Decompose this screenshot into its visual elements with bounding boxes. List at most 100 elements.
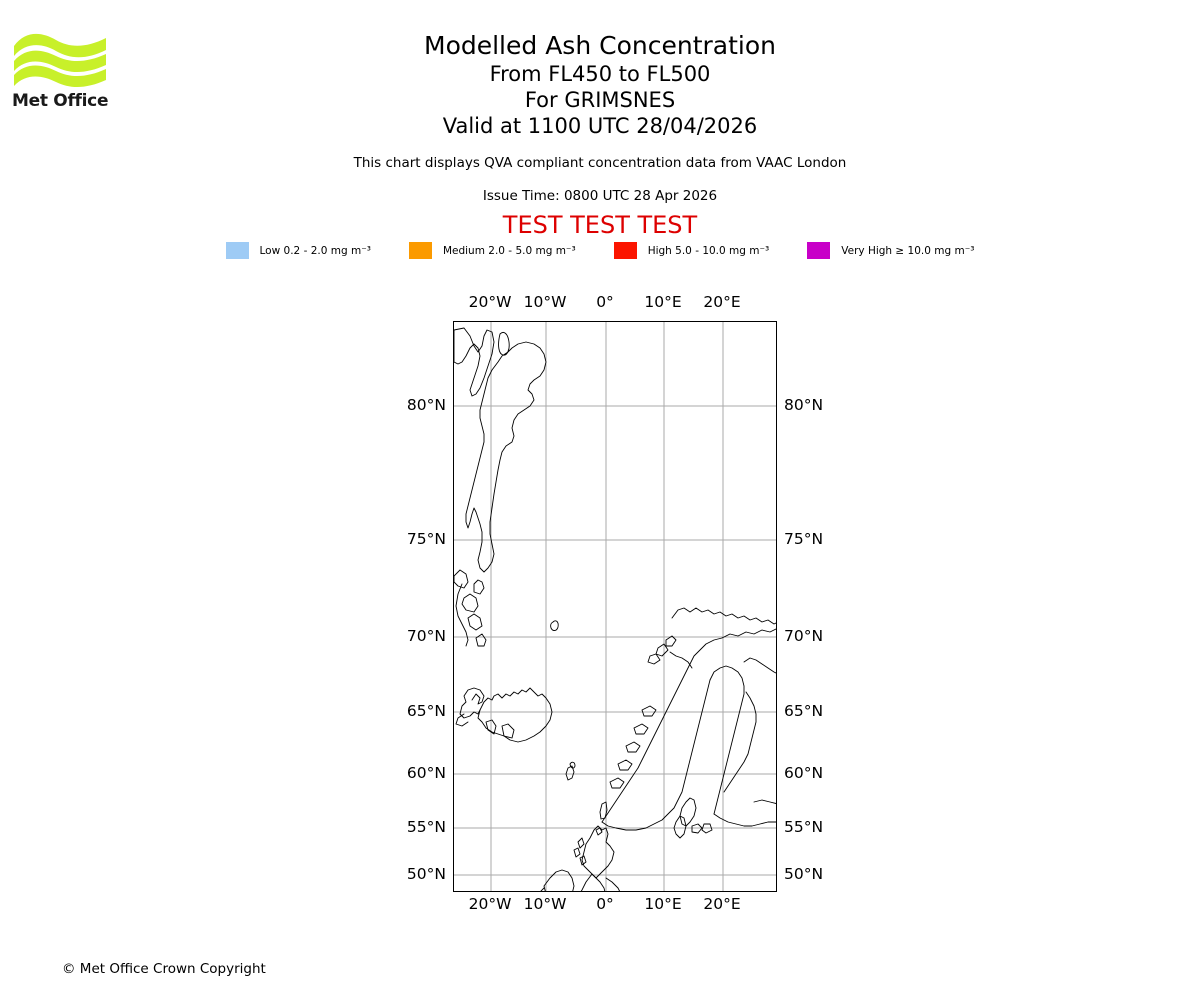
legend-item-high: High 5.0 - 10.0 mg m⁻³ [613, 242, 770, 259]
coast-scotland-hebrides-b [573, 847, 581, 858]
lon-label-bottom-4: 20°E [703, 895, 741, 913]
coast-scotland-hebrides [577, 837, 585, 849]
coast-orkney [595, 827, 603, 836]
coast-sweden-baltic [709, 665, 745, 815]
legend-label-low: Low 0.2 - 2.0 mg m⁻³ [259, 244, 371, 257]
legend-label-medium: Medium 2.0 - 5.0 mg m⁻³ [442, 244, 576, 257]
coast-denmark [679, 797, 697, 827]
coast-iceland-inlet-a [485, 719, 497, 735]
page-title: Modelled Ash Concentration [424, 31, 776, 60]
map-gridlines [454, 322, 776, 891]
lat-label-right-70n: 70°N [784, 627, 824, 645]
lon-label-top-4: 20°E [703, 293, 741, 311]
coast-norway-fjord-2 [633, 723, 649, 735]
lat-label-right-65n: 65°N [784, 702, 824, 720]
volcano-name: For GRIMSNES [524, 88, 676, 112]
coast-norway-vestfjord [669, 651, 693, 669]
lat-label-left-70n: 70°N [406, 627, 446, 645]
lat-label-left-55n: 55°N [406, 818, 446, 836]
coast-greenland-island-a [498, 331, 510, 356]
coast-greenland-south [455, 583, 469, 647]
lat-label-left-65n: 65°N [406, 702, 446, 720]
issue-time: Issue Time: 0800 UTC 28 Apr 2026 [482, 188, 718, 204]
lon-label-bottom-2: 0° [596, 895, 614, 913]
chart-header: Modelled Ash Concentration From FL450 to… [0, 0, 1200, 240]
coast-iceland-inlet-b [501, 723, 515, 739]
ash-concentration-map[interactable] [453, 321, 777, 892]
coast-norway-south [601, 679, 711, 831]
map-canvas [454, 322, 776, 891]
concentration-legend: Low 0.2 - 2.0 mg m⁻³ Medium 2.0 - 5.0 mg… [0, 242, 1200, 259]
coast-greenland-main [465, 341, 547, 573]
coast-england-wales [580, 873, 606, 891]
legend-label-high: High 5.0 - 10.0 mg m⁻³ [647, 244, 770, 257]
chart-note: This chart displays QVA compliant concen… [353, 155, 847, 171]
lon-label-top-2: 0° [596, 293, 614, 311]
coast-island-jan-mayen [550, 620, 559, 631]
flight-level-range: From FL450 to FL500 [489, 62, 711, 86]
legend-swatch-medium [408, 242, 432, 259]
coast-iceland [477, 687, 553, 743]
lon-label-bottom-1: 10°W [523, 895, 567, 913]
legend-item-very-high: Very High ≥ 10.0 mg m⁻³ [807, 242, 974, 259]
coast-gulf-finland [753, 799, 776, 804]
coast-greenland-detail-2 [461, 593, 479, 613]
coast-denmark-isles [691, 823, 703, 834]
coast-iceland-peninsula [455, 713, 469, 727]
lat-label-left-50n: 50°N [406, 865, 446, 883]
lon-label-bottom-3: 10°E [644, 895, 682, 913]
test-banner: TEST TEST TEST [502, 211, 698, 239]
legend-item-low: Low 0.2 - 2.0 mg m⁻³ [225, 242, 371, 259]
coast-norway-fjord-3 [625, 741, 641, 753]
lat-label-left-80n: 80°N [406, 396, 446, 414]
coast-faroe [565, 765, 575, 781]
lon-label-top-1: 10°W [523, 293, 567, 311]
met-office-logo: Met Office [12, 28, 112, 113]
legend-item-medium: Medium 2.0 - 5.0 mg m⁻³ [408, 242, 576, 259]
coast-greenland-detail-3 [467, 613, 483, 631]
coast-norway-fjord-1 [641, 705, 657, 717]
coast-denmark-jutland [673, 815, 687, 839]
coast-iceland-west-fjords [459, 687, 485, 719]
met-office-logo-text: Met Office [12, 91, 109, 111]
lon-label-top-3: 10°E [644, 293, 682, 311]
coast-norway-fjord-4 [617, 759, 633, 771]
coast-norway-fjord-5 [609, 777, 625, 789]
lat-label-left-60n: 60°N [406, 764, 446, 782]
legend-swatch-high [613, 242, 637, 259]
coast-norway-lofoten-c [647, 653, 661, 665]
copyright-notice: © Met Office Crown Copyright [62, 961, 266, 977]
map-plot-frame [453, 321, 777, 892]
coast-scotland-hebrides-c [579, 855, 587, 866]
coastlines [454, 327, 776, 891]
coast-norway-lofoten-b [655, 643, 669, 657]
coast-england-east [605, 877, 621, 891]
coast-greenland-detail-5 [475, 633, 487, 647]
lat-label-left-75n: 75°N [406, 530, 446, 548]
coast-finland [743, 657, 776, 674]
coast-faroe-b [569, 761, 576, 769]
coast-ireland-inlet [540, 887, 545, 891]
lat-label-right-55n: 55°N [784, 818, 824, 836]
coast-greenland-detail-1 [473, 579, 485, 595]
legend-swatch-very-high [807, 242, 831, 259]
valid-time: Valid at 1100 UTC 28/04/2026 [442, 114, 758, 138]
coast-greenland-detail-4 [454, 569, 469, 589]
coast-shetland [599, 801, 608, 820]
met-office-wave-icon [14, 33, 106, 88]
coast-greenland [454, 327, 495, 397]
coast-ireland [543, 869, 575, 891]
coast-bothnia [723, 691, 757, 793]
lon-label-bottom-0: 20°W [468, 895, 512, 913]
coast-scotland [581, 825, 615, 879]
lon-label-top-0: 20°W [468, 293, 512, 311]
coast-norway-main [601, 628, 776, 823]
legend-label-very-high: Very High ≥ 10.0 mg m⁻³ [841, 244, 975, 257]
coast-norway [671, 607, 776, 625]
legend-swatch-low [225, 242, 249, 259]
lat-label-right-75n: 75°N [784, 530, 824, 548]
lat-label-right-80n: 80°N [784, 396, 824, 414]
lat-label-right-50n: 50°N [784, 865, 824, 883]
coast-baltic-south [713, 813, 776, 827]
lat-label-right-60n: 60°N [784, 764, 824, 782]
